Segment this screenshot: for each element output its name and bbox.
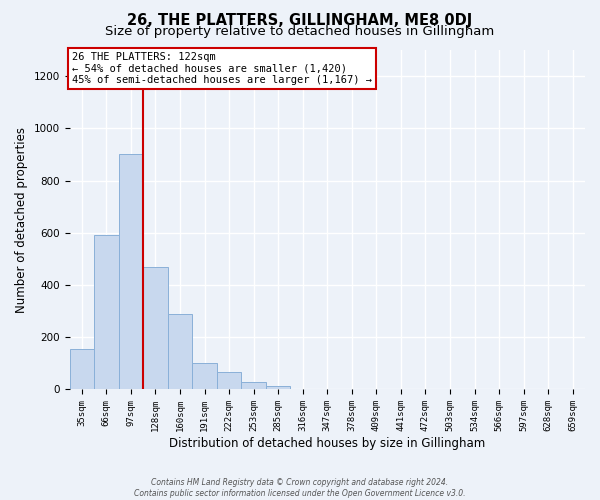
Bar — [217, 372, 241, 390]
Text: 26, THE PLATTERS, GILLINGHAM, ME8 0DJ: 26, THE PLATTERS, GILLINGHAM, ME8 0DJ — [127, 12, 473, 28]
Text: Size of property relative to detached houses in Gillingham: Size of property relative to detached ho… — [106, 25, 494, 38]
Bar — [241, 382, 266, 390]
Bar — [266, 386, 290, 390]
Bar — [143, 266, 168, 390]
Bar — [119, 154, 143, 390]
Bar — [94, 236, 119, 390]
Text: 26 THE PLATTERS: 122sqm
← 54% of detached houses are smaller (1,420)
45% of semi: 26 THE PLATTERS: 122sqm ← 54% of detache… — [72, 52, 372, 85]
Bar — [192, 364, 217, 390]
Y-axis label: Number of detached properties: Number of detached properties — [15, 126, 28, 312]
X-axis label: Distribution of detached houses by size in Gillingham: Distribution of detached houses by size … — [169, 437, 485, 450]
Bar — [168, 314, 192, 390]
Text: Contains HM Land Registry data © Crown copyright and database right 2024.
Contai: Contains HM Land Registry data © Crown c… — [134, 478, 466, 498]
Bar — [70, 349, 94, 390]
